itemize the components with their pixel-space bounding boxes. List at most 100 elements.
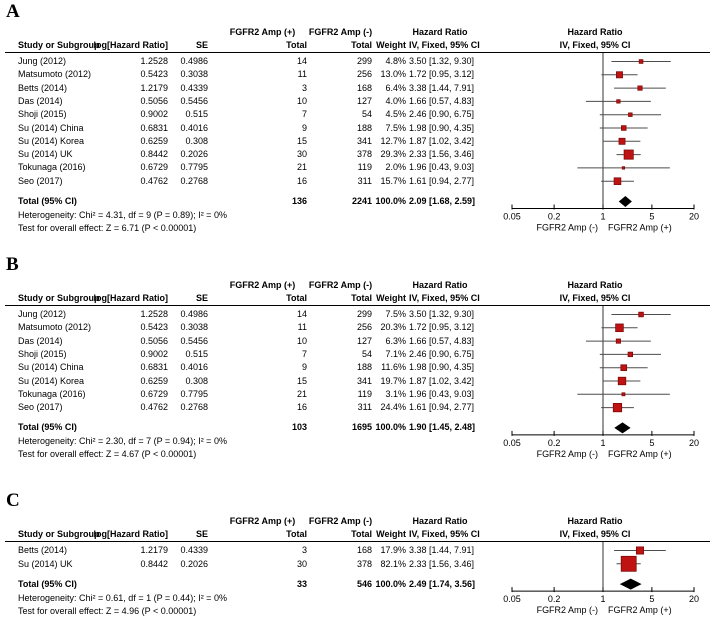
study-se: 0.308 <box>185 135 208 146</box>
study-name: Su (2014) UK <box>18 558 73 569</box>
study-ci-text: 1.61 [0.94, 2.77] <box>409 175 475 186</box>
study-log-hr: 0.6831 <box>140 362 168 373</box>
study-total-positive: 3 <box>301 545 307 556</box>
axis-tick-label: 0.05 <box>503 594 521 604</box>
study-name: Tokunaga (2016) <box>18 162 86 173</box>
total-positive: 103 <box>291 422 307 433</box>
total-ci-text: 2.09 [1.68, 2.59] <box>409 196 476 206</box>
study-ci-text: 1.98 [0.90, 4.35] <box>409 362 475 373</box>
study-weight: 24.4% <box>380 402 406 413</box>
study-ci-text: 1.66 [0.57, 4.83] <box>409 95 475 106</box>
study-name: Seo (2017) <box>18 175 63 186</box>
study-se: 0.3038 <box>180 322 208 333</box>
study-total-positive: 15 <box>296 135 307 146</box>
col-header-total-negative: Total <box>351 293 372 303</box>
effect-square <box>627 351 634 358</box>
study-se: 0.515 <box>185 109 208 120</box>
col-header-weight: Weight <box>376 293 406 303</box>
study-weight: 19.7% <box>380 375 406 386</box>
study-ci-text: 1.66 [0.57, 4.83] <box>409 335 475 346</box>
col-header-log-hazard-ratio: log[Hazard Ratio] <box>93 529 168 540</box>
study-log-hr: 0.6729 <box>140 388 168 399</box>
study-total-negative: 119 <box>357 162 372 173</box>
study-total-positive: 14 <box>296 309 307 319</box>
study-log-hr: 1.2179 <box>140 82 168 93</box>
col-header-ci: IV, Fixed, 95% CI <box>409 293 480 303</box>
study-total-negative: 378 <box>356 558 372 569</box>
effect-square <box>621 125 627 131</box>
axis-tick-label: 20 <box>689 594 699 604</box>
total-label: Total (95% CI) <box>18 578 77 589</box>
plot-header-hazard-ratio: Hazard Ratio <box>567 280 623 290</box>
study-log-hr: 1.2528 <box>140 309 168 319</box>
total-positive: 33 <box>296 578 307 589</box>
study-ci-text: 2.33 [1.56, 3.46] <box>409 558 475 569</box>
panel-b: B FGFR2 Amp (+) FGFR2 Amp (-) Hazard Ratio… <box>0 254 712 465</box>
effect-square <box>615 338 621 344</box>
study-total-negative: 299 <box>356 309 372 319</box>
study-ci-text: 1.61 [0.94, 2.77] <box>409 402 475 413</box>
col-header-se: SE <box>195 529 208 540</box>
effect-square <box>615 323 624 333</box>
effect-square <box>621 392 626 397</box>
study-weight: 4.0% <box>385 95 406 106</box>
study-total-negative: 188 <box>356 122 372 133</box>
axis-tick-label: 0.2 <box>548 212 561 222</box>
study-total-positive: 10 <box>296 95 307 106</box>
study-weight: 2.0% <box>385 162 406 173</box>
effect-square <box>628 112 633 117</box>
favours-right-label: FGFR2 Amp (+) <box>608 449 672 459</box>
study-total-positive: 14 <box>296 56 307 66</box>
effect-square <box>613 177 622 185</box>
axis-tick-label: 1 <box>600 212 605 222</box>
col-header-se: SE <box>195 293 208 303</box>
col-header-study: Study or Subgroup <box>18 40 100 50</box>
study-name: Su (2014) Korea <box>18 375 85 386</box>
group-header-amp-negative: FGFR2 Amp (-) <box>308 27 373 37</box>
total-label: Total (95% CI) <box>18 196 77 206</box>
heterogeneity-text: Heterogeneity: Chi² = 4.31, df = 9 (P = … <box>18 210 227 220</box>
col-header-total-negative: Total <box>351 529 372 540</box>
forest-plot-area: 0.05 0.2 1 5 20 FGFR2 Amp (-) FGFR2 Amp (+) <box>503 53 699 233</box>
axis-tick-label: 20 <box>689 438 699 448</box>
study-log-hr: 0.9002 <box>140 109 168 120</box>
col-header-log-hazard-ratio: log[Hazard Ratio] <box>93 40 168 50</box>
study-total-negative: 256 <box>356 69 372 80</box>
study-log-hr: 0.5423 <box>140 322 168 333</box>
study-log-hr: 0.8442 <box>140 149 168 160</box>
study-log-hr: 0.4762 <box>140 175 168 186</box>
study-name: Su (2014) China <box>18 122 84 133</box>
study-weight: 11.6% <box>381 362 406 373</box>
total-ci-text: 1.90 [1.45, 2.48] <box>409 422 476 433</box>
study-ci-text: 1.87 [1.02, 3.42] <box>409 375 475 386</box>
panel-c-label: C <box>6 490 20 512</box>
group-header-amp-positive: FGFR2 Amp (+) <box>229 27 296 37</box>
overall-effect-text: Test for overall effect: Z = 6.71 (P < 0… <box>18 223 197 233</box>
total-diamond <box>619 578 642 590</box>
group-header-hazard-ratio: Hazard Ratio <box>412 280 468 290</box>
effect-square <box>612 402 623 413</box>
study-ci-text: 1.72 [0.95, 3.12] <box>409 69 475 80</box>
study-log-hr: 0.5423 <box>140 69 168 80</box>
study-se: 0.4339 <box>180 82 208 93</box>
study-name: Betts (2014) <box>18 545 68 556</box>
col-header-total-positive: Total <box>286 40 307 50</box>
total-positive: 136 <box>291 196 307 206</box>
total-weight: 100.0% <box>375 422 406 433</box>
overall-effect-text: Test for overall effect: Z = 4.67 (P < 0… <box>18 449 197 460</box>
study-ci-text: 3.50 [1.32, 9.30] <box>409 309 475 319</box>
study-ci-text: 1.87 [1.02, 3.42] <box>409 135 475 146</box>
forest-plot-area: 0.05 0.2 1 5 20 FGFR2 Amp (-) FGFR2 Amp (+) <box>503 542 699 615</box>
study-se: 0.2768 <box>180 175 208 186</box>
favours-left-label: FGFR2 Amp (-) <box>536 223 598 233</box>
study-name: Das (2014) <box>18 335 63 346</box>
total-negative: 1695 <box>351 422 372 433</box>
study-total-positive: 9 <box>301 122 307 133</box>
col-header-weight: Weight <box>376 529 406 540</box>
study-ci-text: 1.96 [0.43, 9.03] <box>409 388 475 399</box>
study-total-negative: 311 <box>357 175 372 186</box>
plot-header-ci: IV, Fixed, 95% CI <box>559 529 631 540</box>
study-name: Seo (2017) <box>18 402 63 413</box>
panel-b-label: B <box>6 254 19 275</box>
total-diamond <box>618 196 632 207</box>
